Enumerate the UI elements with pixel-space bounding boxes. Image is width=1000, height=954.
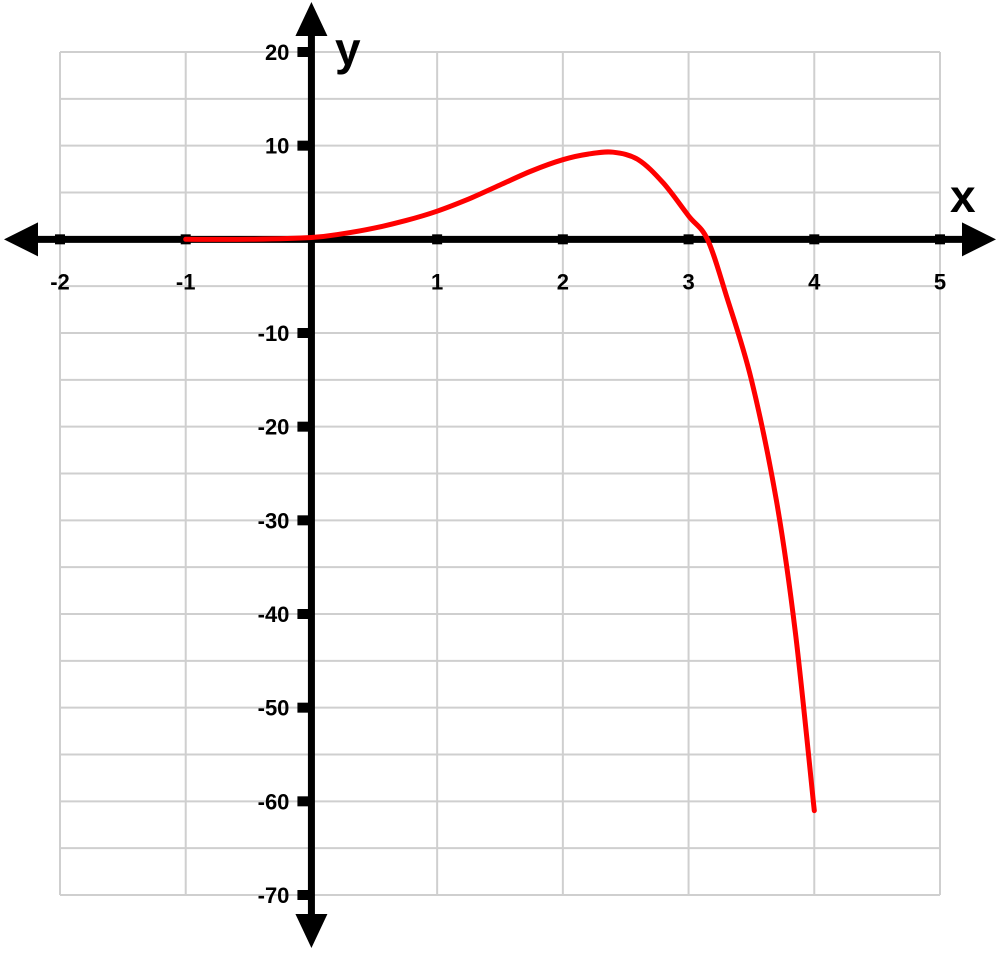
series-curve [183,149,817,814]
x-tick-mark [55,234,65,245]
x-tick-mark [557,234,568,245]
y-tick-mark [297,328,312,338]
y-tick-label: -40 [258,602,290,627]
x-tick-label: 1 [431,269,443,294]
y-tick-label: 20 [265,40,289,65]
x-axis-label: x [950,170,976,222]
y-tick-mark [297,702,312,713]
y-tick-mark [297,890,312,900]
x-axis-arrow-right-icon [962,222,996,257]
y-tick-mark [297,796,312,807]
x-tick-label: 4 [808,269,821,294]
x-tick-label: 3 [682,269,694,294]
y-axis-arrow-down-icon [295,914,328,948]
y-tick-mark [297,421,312,432]
x-tick-label: 5 [934,269,946,294]
y-tick-mark [297,140,312,151]
y-tick-label: -50 [258,696,290,721]
y-tick-mark [297,609,312,619]
y-tick-mark [297,47,312,57]
x-tick-label: -1 [176,269,196,294]
y-tick-label: 10 [265,134,289,159]
y-tick-label: -70 [258,883,290,908]
y-tick-label: -20 [258,415,290,440]
y-axis-arrow-up-icon [295,2,328,36]
x-tick-mark [935,234,945,245]
x-tick-label: -2 [50,269,70,294]
x-tick-label: 2 [557,269,569,294]
y-tick-label: -60 [258,789,290,814]
axes [4,2,996,948]
y-tick-mark [297,515,312,526]
tick-labels: -2 -1 1 2 3 4 5 20 10 -10 -20 -30 -40 -50 -60 -70 [50,40,946,908]
x-tick-mark [683,234,694,245]
y-tick-label: -30 [258,508,290,533]
x-axis-arrow-left-icon [4,222,38,257]
x-tick-mark [809,234,820,245]
y-axis-label: y [335,23,361,75]
x-tick-mark [432,234,443,245]
y-tick-label: -10 [258,321,290,346]
